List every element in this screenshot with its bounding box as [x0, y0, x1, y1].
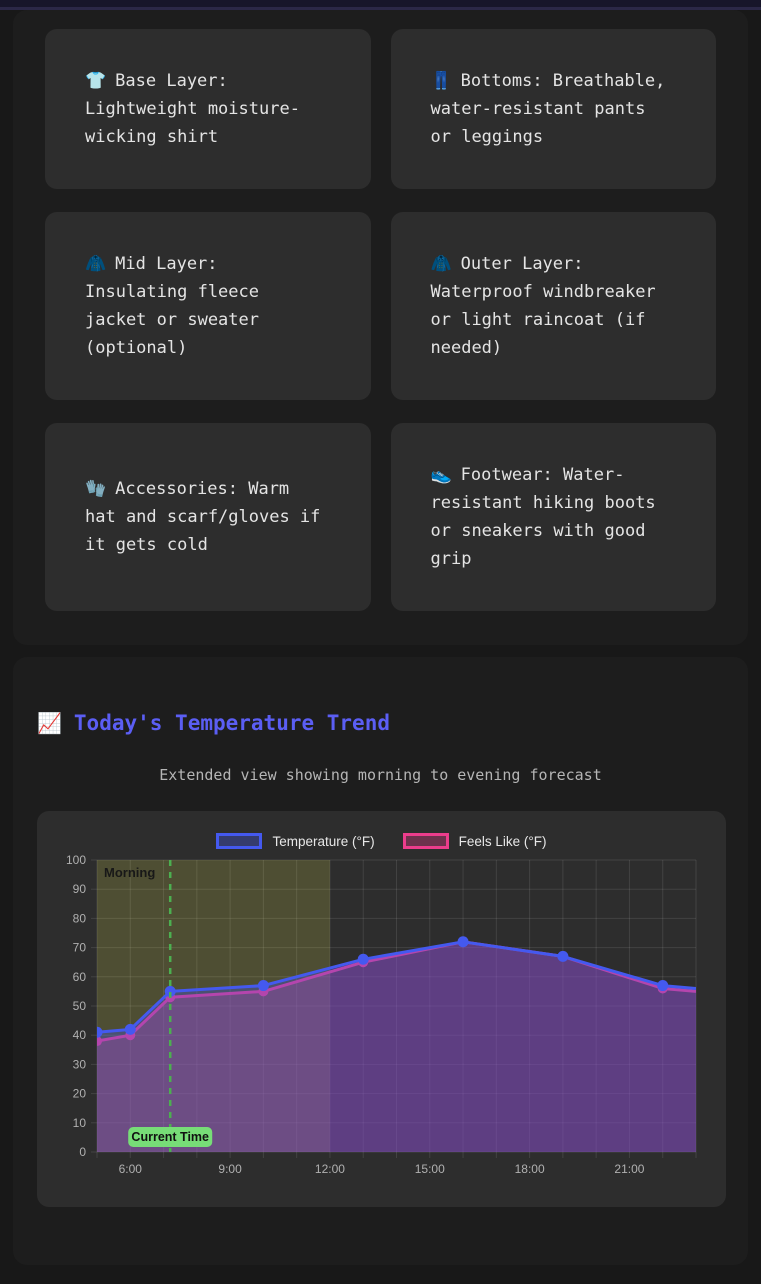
chart-legend: Temperature (°F) Feels Like (°F): [37, 833, 726, 849]
feels-like-legend-label: Feels Like (°F): [458, 833, 547, 849]
card-outer-layer: 🧥 Outer Layer: Waterproof windbreaker or …: [390, 212, 716, 400]
svg-text:100: 100: [66, 855, 86, 867]
svg-text:0: 0: [79, 1145, 86, 1159]
card-mid-layer-text: Mid Layer: Insulating fleece jacket or s…: [85, 254, 259, 358]
temperature-legend-label: Temperature (°F): [272, 833, 375, 849]
svg-text:70: 70: [73, 941, 87, 955]
clothing-cards-grid: 👕 Base Layer: Lightweight moisture- wicki…: [45, 29, 716, 611]
temperature-chart-canvas[interactable]: 6:00 9:00 12:00 15:00 18:00 21:00 0 10 20 30 40 50 6…: [37, 855, 726, 1187]
card-mid-layer: 🧥 Mid Layer: Insulating fleece jacket or …: [45, 212, 371, 400]
card-footwear-text: Footwear: Water- resistant hiking boots …: [430, 465, 656, 569]
feels-like-legend-swatch: [402, 833, 449, 849]
section-title: 📈 Today's Temperature Trend: [37, 711, 724, 735]
svg-text:10: 10: [73, 1116, 87, 1130]
svg-text:21:00: 21:00: [614, 1162, 644, 1176]
section-subtitle: Extended view showing morning to evening…: [159, 766, 602, 784]
svg-text:60: 60: [73, 970, 87, 984]
card-base-layer-text: Base Layer: Lightweight moisture- wickin…: [85, 71, 300, 147]
top-bar: [0, 0, 761, 10]
svg-text:50: 50: [73, 999, 87, 1013]
legend-item-feels-like[interactable]: Feels Like (°F): [402, 833, 547, 849]
svg-text:18:00: 18:00: [515, 1162, 545, 1176]
section-title-text: Today's Temperature Trend: [73, 711, 390, 735]
card-accessories-text: Accessories: Warm hat and scarf/gloves i…: [85, 479, 321, 555]
svg-text:80: 80: [73, 911, 87, 925]
temperature-legend-swatch: [216, 833, 263, 849]
svg-text:15:00: 15:00: [415, 1162, 445, 1176]
svg-text:90: 90: [73, 882, 87, 896]
svg-text:Morning: Morning: [104, 865, 155, 880]
svg-text:30: 30: [73, 1057, 87, 1071]
card-accessories: 🧤 Accessories: Warm hat and scarf/gloves …: [45, 423, 371, 611]
temperature-trend-section: 📈 Today's Temperature Trend Extended vie…: [13, 657, 748, 1265]
chart-increasing-icon: 📈: [37, 711, 62, 735]
svg-text:Current Time: Current Time: [131, 1130, 209, 1144]
gloves-icon: 🧤: [85, 479, 107, 499]
card-bottoms: 👖 Bottoms: Breathable, water-resistant pa…: [390, 29, 716, 189]
coat-icon: 🧥: [85, 254, 107, 274]
legend-item-temperature[interactable]: Temperature (°F): [216, 833, 375, 849]
card-outer-layer-text: Outer Layer: Waterproof windbreaker or l…: [430, 254, 656, 358]
tshirt-icon: 👕: [85, 71, 107, 91]
svg-text:12:00: 12:00: [315, 1162, 345, 1176]
svg-text:6:00: 6:00: [119, 1162, 143, 1176]
card-footwear: 👟 Footwear: Water- resistant hiking boots…: [390, 423, 716, 611]
temperature-chart-card: Temperature (°F) Feels Like (°F) 6:00 9:0…: [37, 811, 726, 1207]
jeans-icon: 👖: [430, 71, 452, 91]
svg-text:40: 40: [73, 1028, 87, 1042]
clothing-recommendations-section: 👕 Base Layer: Lightweight moisture- wicki…: [13, 10, 748, 645]
coat-icon: 🧥: [430, 254, 452, 274]
card-base-layer: 👕 Base Layer: Lightweight moisture- wicki…: [45, 29, 371, 189]
running-shoe-icon: 👟: [430, 465, 452, 485]
svg-text:20: 20: [73, 1087, 87, 1101]
card-bottoms-text: Bottoms: Breathable, water-resistant pan…: [430, 71, 666, 147]
svg-text:9:00: 9:00: [218, 1162, 242, 1176]
